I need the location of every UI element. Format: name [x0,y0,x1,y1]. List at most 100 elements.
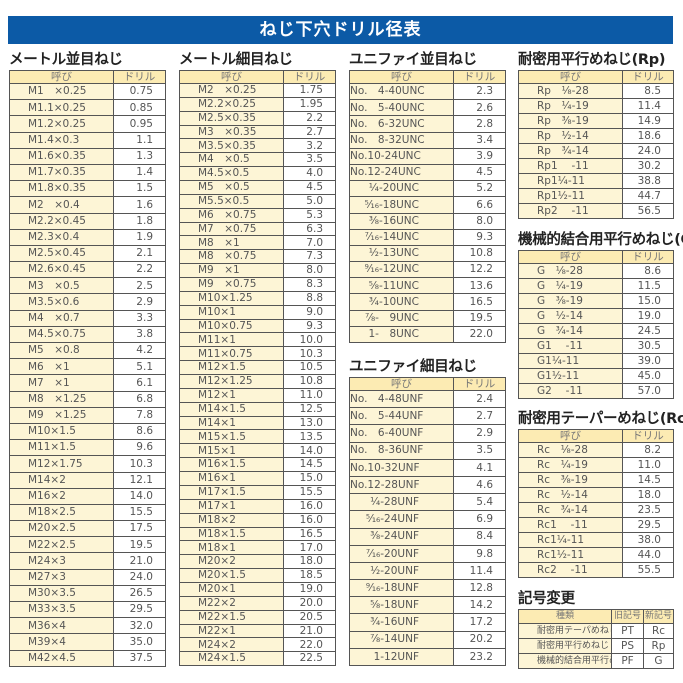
value-cell: 11.0 [283,387,336,403]
table-row: ¹⁄₂-13UNC 10.8 [349,244,506,263]
table-row: M10×1.5 8.6 [9,422,166,441]
size-cell: ¹⁄₂-13UNC [349,244,454,263]
value-cell: 38.8 [622,173,674,189]
value-cell: 0.75 [113,82,166,101]
value-cell: 2.2 [113,261,166,279]
value-cell: 2.8 [453,115,506,133]
size-cell: Rp ³⁄₄-14 [518,143,623,159]
table-row: M20×2 18.0 [179,554,336,570]
value-cell: 24.0 [113,568,166,586]
value-cell: 9.0 [283,304,336,320]
value-cell: 32.0 [113,617,166,635]
size-cell: ⁷⁄₁₆-20UNF [349,544,454,563]
value-cell: 1.95 [283,96,336,112]
size-cell: M11×0.75 [179,346,284,362]
size-cell: M2.2×0.25 [179,96,284,112]
value-cell: 56.5 [622,203,674,219]
table-row: ⁹⁄₁₆-12UNC 12.2 [349,261,506,279]
table-row: M24×3 21.0 [9,552,166,570]
table-row: Rp ³⁄₄-14 24.0 [518,143,674,159]
value-cell: 12.2 [453,261,506,279]
value-cell: 29.5 [622,517,674,533]
table-row: ⁵⁄₈-11UNC 13.6 [349,277,506,295]
table-row: ⁵⁄₁₆-18UNC 6.6 [349,196,506,214]
table-header: 種類 旧記号 新記号 [518,609,674,624]
value-cell: 8.4 [453,527,506,546]
value-cell: 29.5 [113,600,166,619]
value-cell: 17.5 [113,520,166,538]
column-header: ドリル [622,429,674,443]
table-row: Rp ¹⁄₂-14 18.6 [518,128,674,144]
size-cell: ⁹⁄₁₆-12UNC [349,261,454,279]
size-cell: M8 ×0.75 [179,249,284,265]
value-cell: 1.4 [113,163,166,182]
value-cell: 3.4 [453,131,506,149]
table-row: ³⁄₄-16UNF 17.2 [349,613,506,632]
table-row: M5 ×0.8 4.2 [9,341,166,360]
size-cell: M4 ×0.7 [9,309,114,327]
value-cell: 21.0 [283,623,336,639]
value-cell: 22.5 [283,651,336,667]
value-cell: 22.0 [453,325,506,344]
size-cell: ³⁄₈-16UNC [349,212,454,230]
size-cell: M1.4×0.3 [9,131,114,149]
section-title: メートル細目ねじ [179,52,293,68]
value-cell: 20.0 [283,595,336,611]
value-cell: 1.1 [113,131,166,149]
column-header: 呼び [349,70,454,84]
value-cell: 10.8 [283,374,336,389]
value-cell: 14.0 [113,487,166,505]
size-cell: M2 ×0.4 [9,196,114,214]
column-header: 呼び [518,70,623,84]
size-cell: Rp1¹⁄₂-11 [518,188,623,204]
value-cell: 18.0 [622,487,674,503]
rp-parallel-table: 呼び ドリル Rp ¹⁄₈-28 8.5 Rp ¹⁄₄-19 11.4 Rp ³⁄₈-19 1… [518,70,674,219]
value-cell: 10.3 [113,455,166,473]
value-cell: 16.5 [283,526,336,542]
size-cell: M2.6×0.45 [9,261,114,279]
table-row: M1.2×0.25 0.95 [9,115,166,133]
size-cell: M17×1 [179,498,284,514]
value-cell: 10.0 [283,332,336,348]
table-row: M1.6×0.35 1.3 [9,147,166,165]
column-header: ドリル [622,70,674,84]
table-row: M4.5×0.75 3.8 [9,325,166,344]
value-cell: 20.2 [453,630,506,649]
size-cell: G1¹⁄₄-11 [518,353,623,369]
size-cell: M6 ×1 [9,358,114,376]
table-row: M6 ×1 5.1 [9,358,166,376]
size-cell: M22×2.5 [9,536,114,554]
table-row: 1- 8UNC 22.0 [349,325,506,344]
value-cell: 9.6 [113,439,166,457]
table-row: M33×3.5 29.5 [9,600,166,619]
section-title: メートル並目ねじ [9,52,123,68]
size-cell: Rc2 -11 [518,562,623,578]
value-cell: 9.8 [453,544,506,563]
value-cell: 2.7 [453,407,506,426]
table-row: Rp1 -11 30.2 [518,158,674,174]
size-cell: M17×1.5 [179,484,284,500]
size-cell: M9 ×1 [179,263,284,279]
table-row: M24×2 22.0 [179,637,336,653]
value-cell: 22.0 [283,637,336,653]
value-cell: 15.5 [113,503,166,522]
table-row: M36×4 32.0 [9,617,166,635]
size-cell: No. 8-36UNF [349,441,454,460]
table-row: ⁹⁄₁₆-18UNF 12.8 [349,579,506,598]
size-cell: M4.5×0.5 [179,166,284,182]
size-cell: M24×3 [9,552,114,570]
table-header: 呼び ドリル [179,70,336,84]
size-cell: No. 6-32UNC [349,115,454,133]
size-cell: M20×1 [179,581,284,597]
value-cell: 16.5 [453,293,506,311]
symbol-change-table: 種類 旧記号 新記号 耐密用テーパめねじ PT Rc 耐密用平行めねじ PS Rp 機械的結合用平… [518,609,674,669]
size-cell: No.10-32UNF [349,458,454,477]
value-cell: 19.0 [622,308,674,324]
table-row: M11×1 10.0 [179,332,336,348]
value-cell: 15.5 [283,484,336,500]
size-cell: M15×1 [179,443,284,459]
column-header: ドリル [453,70,506,84]
table-row: M1.7×0.35 1.4 [9,163,166,182]
size-cell: ⁵⁄₁₆-18UNC [349,196,454,214]
table-row: M3.5×0.6 2.9 [9,293,166,311]
